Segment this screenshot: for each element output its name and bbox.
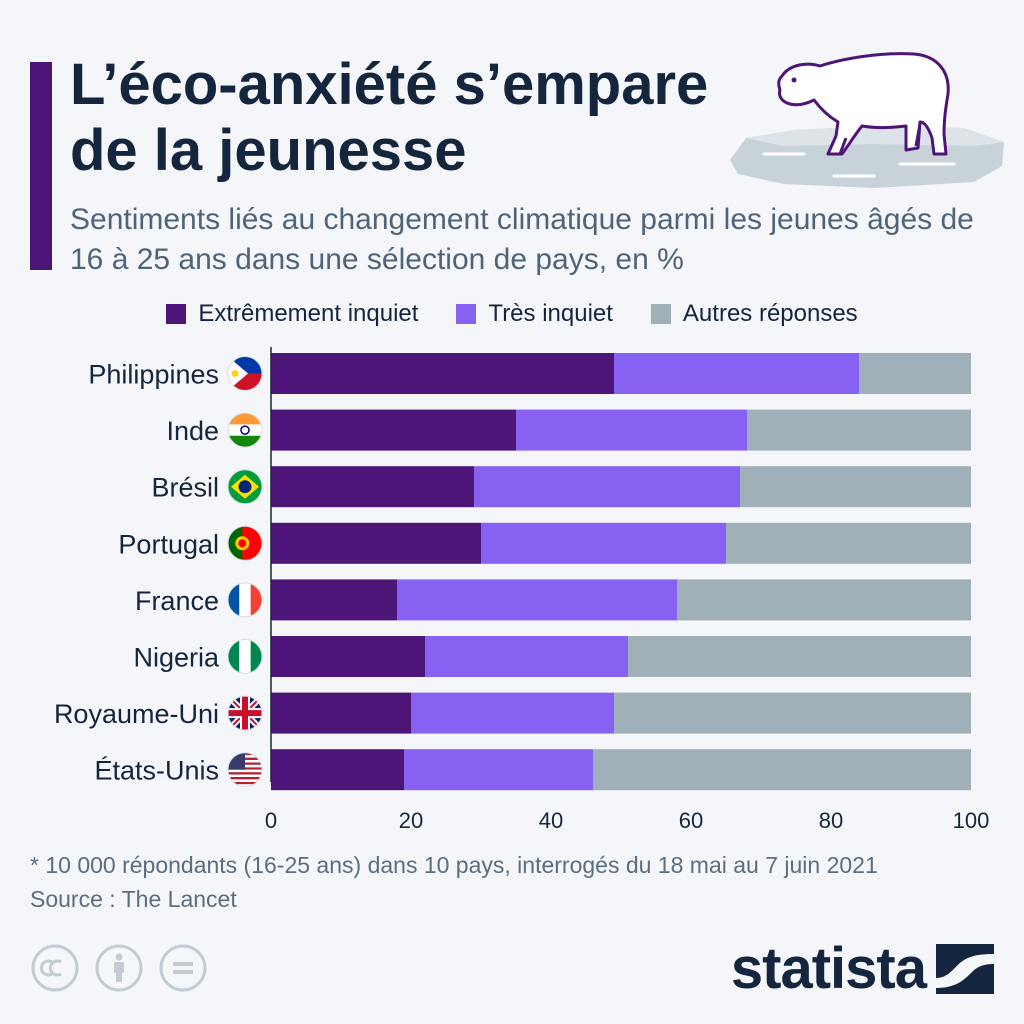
bar-royaume-uni-extremement-inquiet	[271, 692, 411, 734]
stacked-bar-chart: Philippines Inde Brésil Portugal France Niger…	[54, 347, 990, 833]
bar-philippines-extremement-inquiet	[271, 353, 614, 394]
portugal-flag	[227, 525, 263, 561]
category-label-bresil: Brésil	[151, 473, 219, 503]
legend-label-other: Autres réponses	[682, 300, 858, 327]
bar-france-tres-inquiet	[397, 579, 677, 621]
legend-item-very-worried: Très inquiet	[456, 300, 613, 328]
statista-logo[interactable]: statista	[731, 937, 994, 1001]
bar-etats-unis-extremement-inquiet	[271, 749, 404, 791]
bar-portugal-tres-inquiet	[481, 522, 726, 564]
bar-portugal-extremement-inquiet	[271, 522, 481, 564]
legend-label-extremely-worried: Extrêmement inquiet	[198, 300, 419, 327]
bar-france-extremement-inquiet	[271, 579, 397, 621]
bar-inde-autres-reponses	[747, 409, 971, 451]
x-tick-label-0: 0	[265, 808, 277, 833]
uk-flag	[227, 695, 263, 731]
brand-name: statista	[730, 936, 927, 1001]
chart-legend: Extrêmement inquiet Très inquiet Autres …	[0, 297, 1024, 331]
polar-bear-illustration	[730, 52, 1004, 188]
category-label-etats-unis: États-Unis	[94, 756, 219, 786]
title-line-2: de la jeunesse	[70, 118, 467, 183]
bar-etats-unis-tres-inquiet	[404, 749, 593, 791]
bar-inde-tres-inquiet	[516, 409, 747, 451]
bar-philippines-tres-inquiet	[614, 353, 859, 394]
bar-bresil-extremement-inquiet	[271, 466, 474, 508]
category-label-inde: Inde	[166, 416, 219, 446]
bar-etats-unis-autres-reponses	[593, 749, 971, 791]
statista-logo-icon	[936, 944, 994, 994]
legend-swatch-other	[650, 304, 671, 324]
attribution-icon[interactable]	[94, 943, 144, 993]
x-tick-label-40: 40	[539, 808, 563, 833]
france-flag	[227, 582, 263, 618]
x-tick-label-20: 20	[399, 808, 423, 833]
chart-title: L’éco-anxiété s’empare de la jeunesse	[70, 52, 770, 184]
license-icons	[30, 943, 208, 993]
accent-bar	[30, 62, 52, 270]
bar-nigeria-autres-reponses	[628, 636, 971, 677]
bar-france-autres-reponses	[677, 579, 971, 621]
legend-swatch-very-worried	[456, 304, 477, 324]
bar-nigeria-tres-inquiet	[425, 636, 628, 677]
source-text: Source : The Lancet	[30, 886, 237, 912]
category-label-philippines: Philippines	[88, 360, 219, 390]
polar-bear	[777, 52, 950, 156]
category-label-portugal: Portugal	[118, 529, 219, 559]
bar-inde-extremement-inquiet	[271, 409, 516, 451]
category-label-nigeria: Nigeria	[133, 643, 220, 673]
footer-note: * 10 000 répondants (16-25 ans) dans 10 …	[30, 848, 1010, 916]
legend-label-very-worried: Très inquiet	[488, 300, 613, 327]
philippines-flag	[227, 356, 263, 391]
title-line-1: L’éco-anxiété s’empare	[70, 52, 709, 117]
category-label-royaume-uni: Royaume-Uni	[54, 699, 219, 729]
bar-bresil-tres-inquiet	[474, 466, 740, 508]
chart-subtitle: Sentiments liés au changement climatique…	[70, 203, 974, 276]
legend-swatch-extremely-worried	[166, 304, 187, 324]
footnote: * 10 000 répondants (16-25 ans) dans 10 …	[30, 852, 878, 878]
legend-item-extremely-worried: Extrêmement inquiet	[166, 300, 418, 328]
bar-portugal-autres-reponses	[726, 522, 971, 564]
brazil-flag	[227, 469, 263, 505]
x-tick-label-100: 100	[953, 808, 990, 833]
usa-flag	[227, 752, 263, 788]
india-flag	[227, 412, 263, 448]
bar-philippines-autres-reponses	[859, 353, 971, 394]
cc-icon[interactable]	[30, 943, 80, 993]
bar-nigeria-extremement-inquiet	[271, 636, 425, 677]
no-derivatives-icon[interactable]	[158, 943, 208, 993]
nigeria-flag	[227, 639, 263, 674]
bar-bresil-autres-reponses	[740, 466, 971, 508]
bar-royaume-uni-autres-reponses	[614, 692, 971, 734]
legend-item-other: Autres réponses	[650, 300, 858, 328]
x-tick-label-80: 80	[819, 808, 843, 833]
category-label-france: France	[135, 586, 219, 616]
bar-royaume-uni-tres-inquiet	[411, 692, 614, 734]
x-tick-label-60: 60	[679, 808, 703, 833]
